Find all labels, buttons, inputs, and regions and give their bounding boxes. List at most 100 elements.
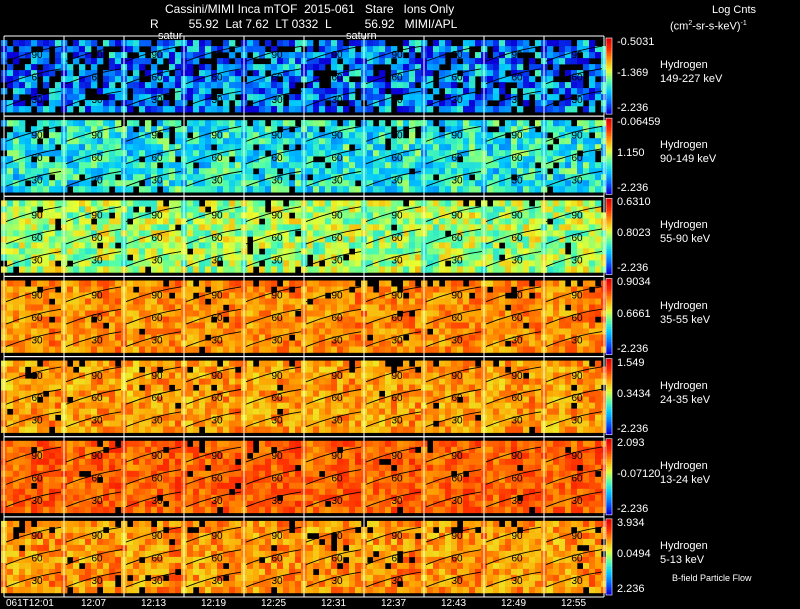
- latitude-contour: [305, 308, 363, 325]
- pixel: [67, 200, 74, 207]
- pixel: [43, 242, 50, 249]
- pixel: [415, 168, 422, 175]
- pixel: [187, 52, 194, 59]
- pixel: [397, 292, 404, 299]
- pixel: [103, 76, 110, 83]
- pixel: [463, 292, 470, 299]
- latitude-contour: [365, 90, 423, 107]
- latitude-label: 90: [391, 291, 403, 302]
- pixel: [313, 242, 320, 249]
- pixel: [211, 132, 218, 139]
- pixel: [25, 64, 32, 71]
- pixel: [349, 180, 356, 187]
- pixel: [529, 206, 536, 213]
- pixel: [31, 218, 38, 225]
- pixel: [415, 346, 422, 353]
- pixel: [67, 106, 74, 113]
- pixel: [373, 162, 380, 169]
- pixel: [187, 46, 194, 53]
- pixel: [403, 64, 410, 71]
- pixel: [115, 206, 122, 213]
- pixel: [109, 106, 116, 113]
- pixel: [433, 156, 440, 163]
- latitude-label: 60: [511, 233, 523, 244]
- pixel: [283, 76, 290, 83]
- pixel: [199, 340, 206, 347]
- pixel: [271, 266, 278, 273]
- pixel: [547, 52, 554, 59]
- pixel: [313, 186, 320, 193]
- pixel: [295, 316, 302, 323]
- pixel: [13, 334, 20, 341]
- pixel: [343, 230, 350, 237]
- pixel: [337, 76, 344, 83]
- pixel: [193, 120, 200, 127]
- latitude-contour: [365, 68, 423, 85]
- pixel: [517, 328, 524, 335]
- pixel: [253, 94, 260, 101]
- pixel: [85, 218, 92, 225]
- pixel: [103, 292, 110, 299]
- pixel: [289, 346, 296, 353]
- pixel: [265, 76, 272, 83]
- pixel: [559, 248, 566, 255]
- pixel: [415, 46, 422, 53]
- pixel: [259, 266, 266, 273]
- pixel: [97, 248, 104, 255]
- pixel: [589, 236, 596, 243]
- pixel: [115, 200, 122, 207]
- pixel: [343, 304, 350, 311]
- pixel: [487, 76, 494, 83]
- pixel: [313, 132, 320, 139]
- pixel: [475, 144, 482, 151]
- pixel: [85, 248, 92, 255]
- pixel: [277, 322, 284, 329]
- pixel: [91, 162, 98, 169]
- latitude-label: 60: [451, 233, 463, 244]
- pixel: [445, 334, 452, 341]
- latitude-label: 30: [571, 95, 583, 106]
- pixel: [589, 174, 596, 181]
- latitude-label: 90: [331, 130, 343, 141]
- pixel: [67, 150, 74, 157]
- pixel: [271, 88, 278, 95]
- pixel: [193, 254, 200, 261]
- pixel: [583, 120, 590, 127]
- pixel: [43, 218, 50, 225]
- pixel: [175, 186, 182, 193]
- pixel: [193, 340, 200, 347]
- pixel: [259, 180, 266, 187]
- pixel: [433, 144, 440, 151]
- pixel: [139, 126, 146, 133]
- pixel: [19, 46, 26, 53]
- pixel: [43, 168, 50, 175]
- pixel: [577, 254, 584, 261]
- pixel: [103, 298, 110, 305]
- pixel: [235, 106, 242, 113]
- pixel: [553, 126, 560, 133]
- pixel: [565, 174, 572, 181]
- pixel: [397, 174, 404, 181]
- pixel: [151, 88, 158, 95]
- pixel: [589, 180, 596, 187]
- pixel: [355, 346, 362, 353]
- pixel: [145, 126, 152, 133]
- pixel: [469, 298, 476, 305]
- pixel: [217, 76, 224, 83]
- pixel: [433, 206, 440, 213]
- pixel: [397, 328, 404, 335]
- pixel: [589, 260, 596, 267]
- latitude-contour: [425, 250, 483, 267]
- pixel: [325, 52, 332, 59]
- pixel: [505, 316, 512, 323]
- pixel: [217, 180, 224, 187]
- pixel: [505, 254, 512, 261]
- pixel: [31, 100, 38, 107]
- pixel: [433, 266, 440, 273]
- pixel: [127, 64, 134, 71]
- pixel: [205, 168, 212, 175]
- pixel: [109, 82, 116, 89]
- colorbar-step: [606, 93, 612, 97]
- pixel: [259, 144, 266, 151]
